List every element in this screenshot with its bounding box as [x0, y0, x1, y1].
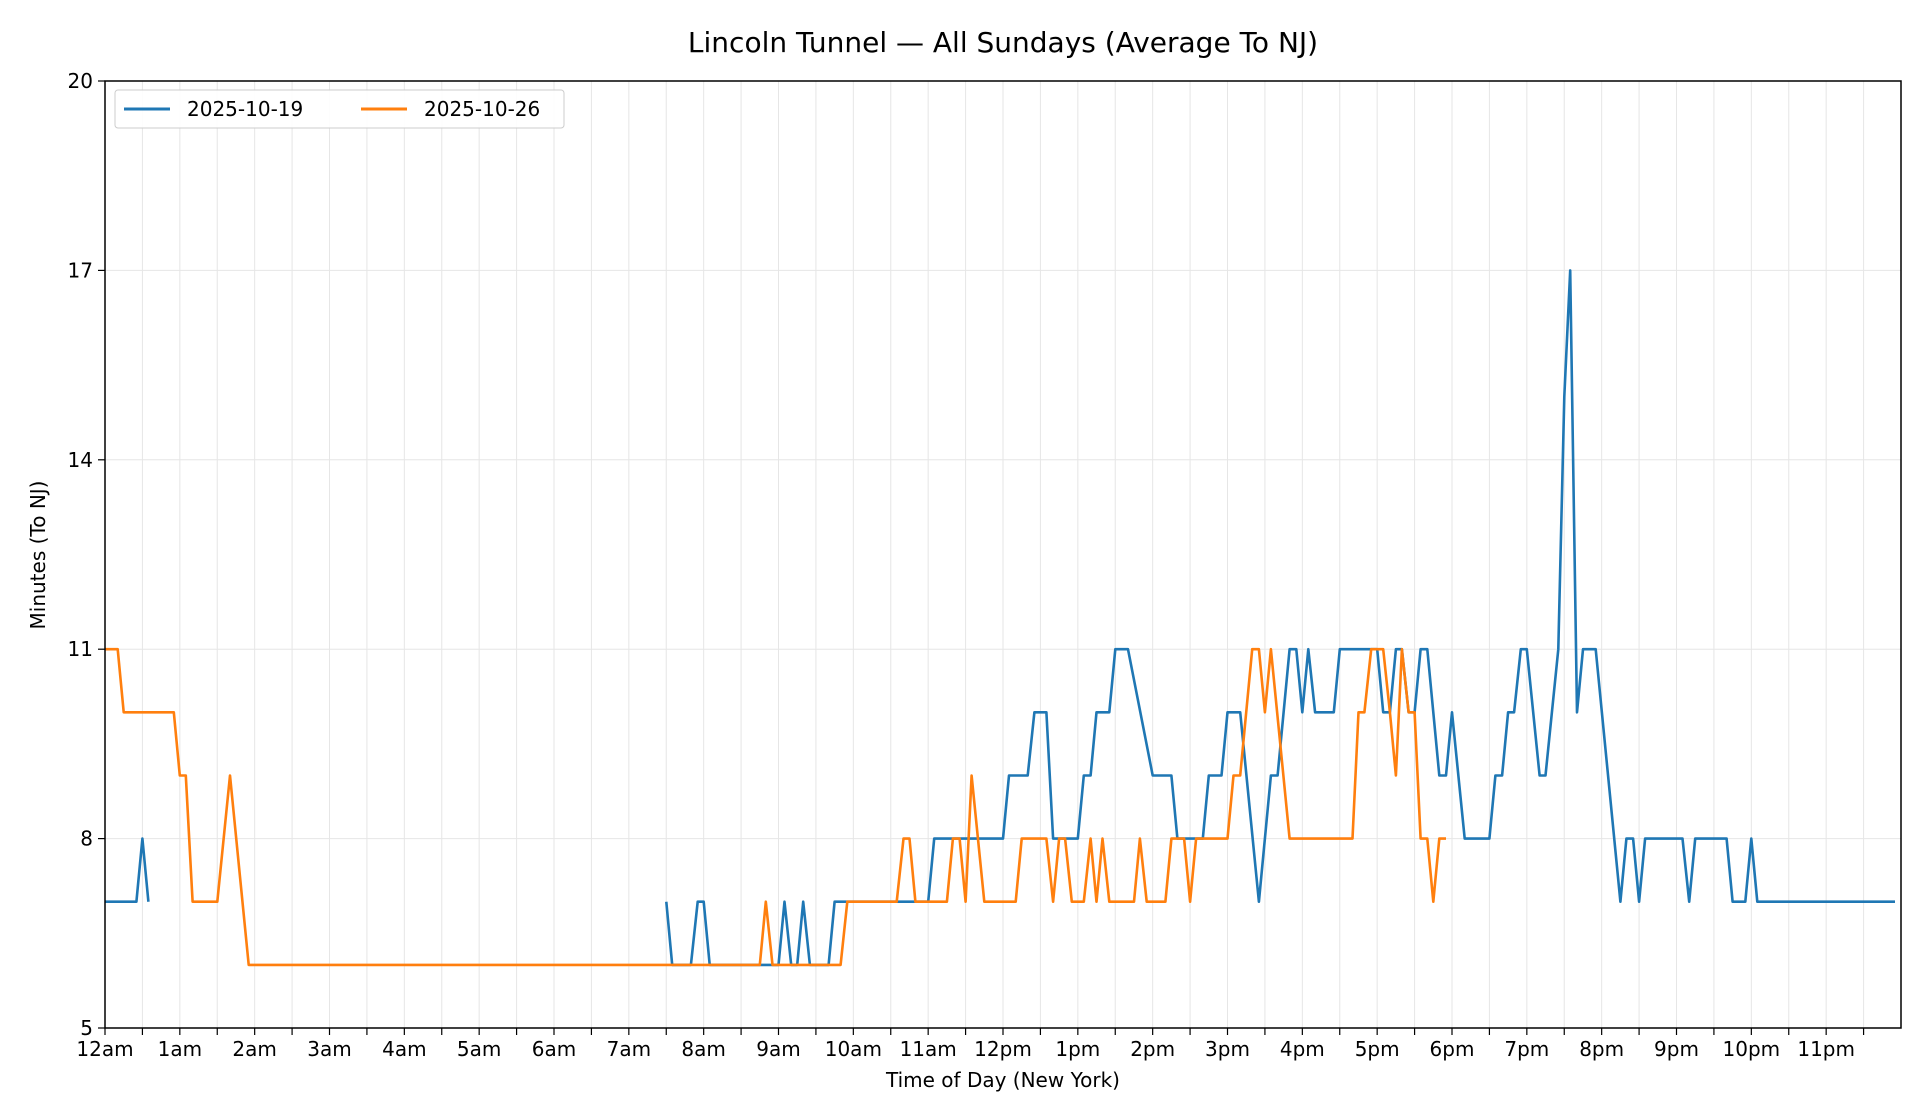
- x-tick-label: 12am: [76, 1037, 133, 1061]
- x-tick-label: 10am: [825, 1037, 882, 1061]
- x-tick-label: 9am: [756, 1037, 800, 1061]
- x-tick-label: 2pm: [1130, 1037, 1175, 1061]
- grid-lines: [104, 80, 1901, 1029]
- y-axis-ticks: 5 8 11 14 17 20: [68, 69, 105, 1040]
- series-lines: [105, 269, 1895, 967]
- y-tick-label: 11: [68, 637, 93, 661]
- x-tick-label: 6am: [532, 1037, 576, 1061]
- y-tick-label: 8: [80, 827, 93, 851]
- x-tick-label: 1am: [158, 1037, 202, 1061]
- x-tick-label: 8am: [681, 1037, 725, 1061]
- x-tick-label: 12pm: [974, 1037, 1032, 1061]
- series-line-2025-10-26: [105, 647, 1446, 967]
- x-tick-label: 1pm: [1055, 1037, 1100, 1061]
- legend-box: [114, 89, 565, 129]
- x-tick-label: 2am: [232, 1037, 276, 1061]
- x-tick-label: 6pm: [1430, 1037, 1475, 1061]
- x-tick-label: 7am: [607, 1037, 651, 1061]
- x-tick-label: 11am: [900, 1037, 957, 1061]
- x-tick-label: 9pm: [1654, 1037, 1699, 1061]
- x-tick-label: 5am: [457, 1037, 501, 1061]
- chart-title: Lincoln Tunnel — All Sundays (Average To…: [688, 26, 1318, 59]
- x-tick-label: 3pm: [1205, 1037, 1250, 1061]
- x-tick-label: 5pm: [1355, 1037, 1400, 1061]
- x-tick-label: 4am: [382, 1037, 426, 1061]
- x-axis-ticks: 12am 1am 2am 3am 4am 5am 6am 7am 8am 9am 10am 11am 1…: [76, 1028, 1865, 1061]
- x-tick-label: 4pm: [1280, 1037, 1325, 1061]
- x-tick-label: 3am: [307, 1037, 351, 1061]
- x-tick-label: 7pm: [1504, 1037, 1549, 1061]
- y-axis-label: Minutes (To NJ): [26, 481, 50, 630]
- x-tick-label: 10pm: [1723, 1037, 1781, 1061]
- legend: 2025-10-19 2025-10-26: [114, 89, 565, 129]
- x-axis-label: Time of Day (New York): [885, 1068, 1120, 1092]
- y-tick-label: 17: [68, 258, 93, 282]
- x-tick-label: 8pm: [1579, 1037, 1624, 1061]
- legend-label-2025-10-19: 2025-10-19: [187, 97, 303, 121]
- y-tick-label: 20: [68, 69, 93, 93]
- series-line-2025-10-19: [105, 837, 150, 903]
- x-tick-label: 11pm: [1797, 1037, 1855, 1061]
- legend-label-2025-10-26: 2025-10-26: [424, 97, 540, 121]
- y-tick-label: 5: [80, 1016, 93, 1040]
- series-line-2025-10-19: [665, 269, 1895, 967]
- y-tick-label: 14: [68, 448, 93, 472]
